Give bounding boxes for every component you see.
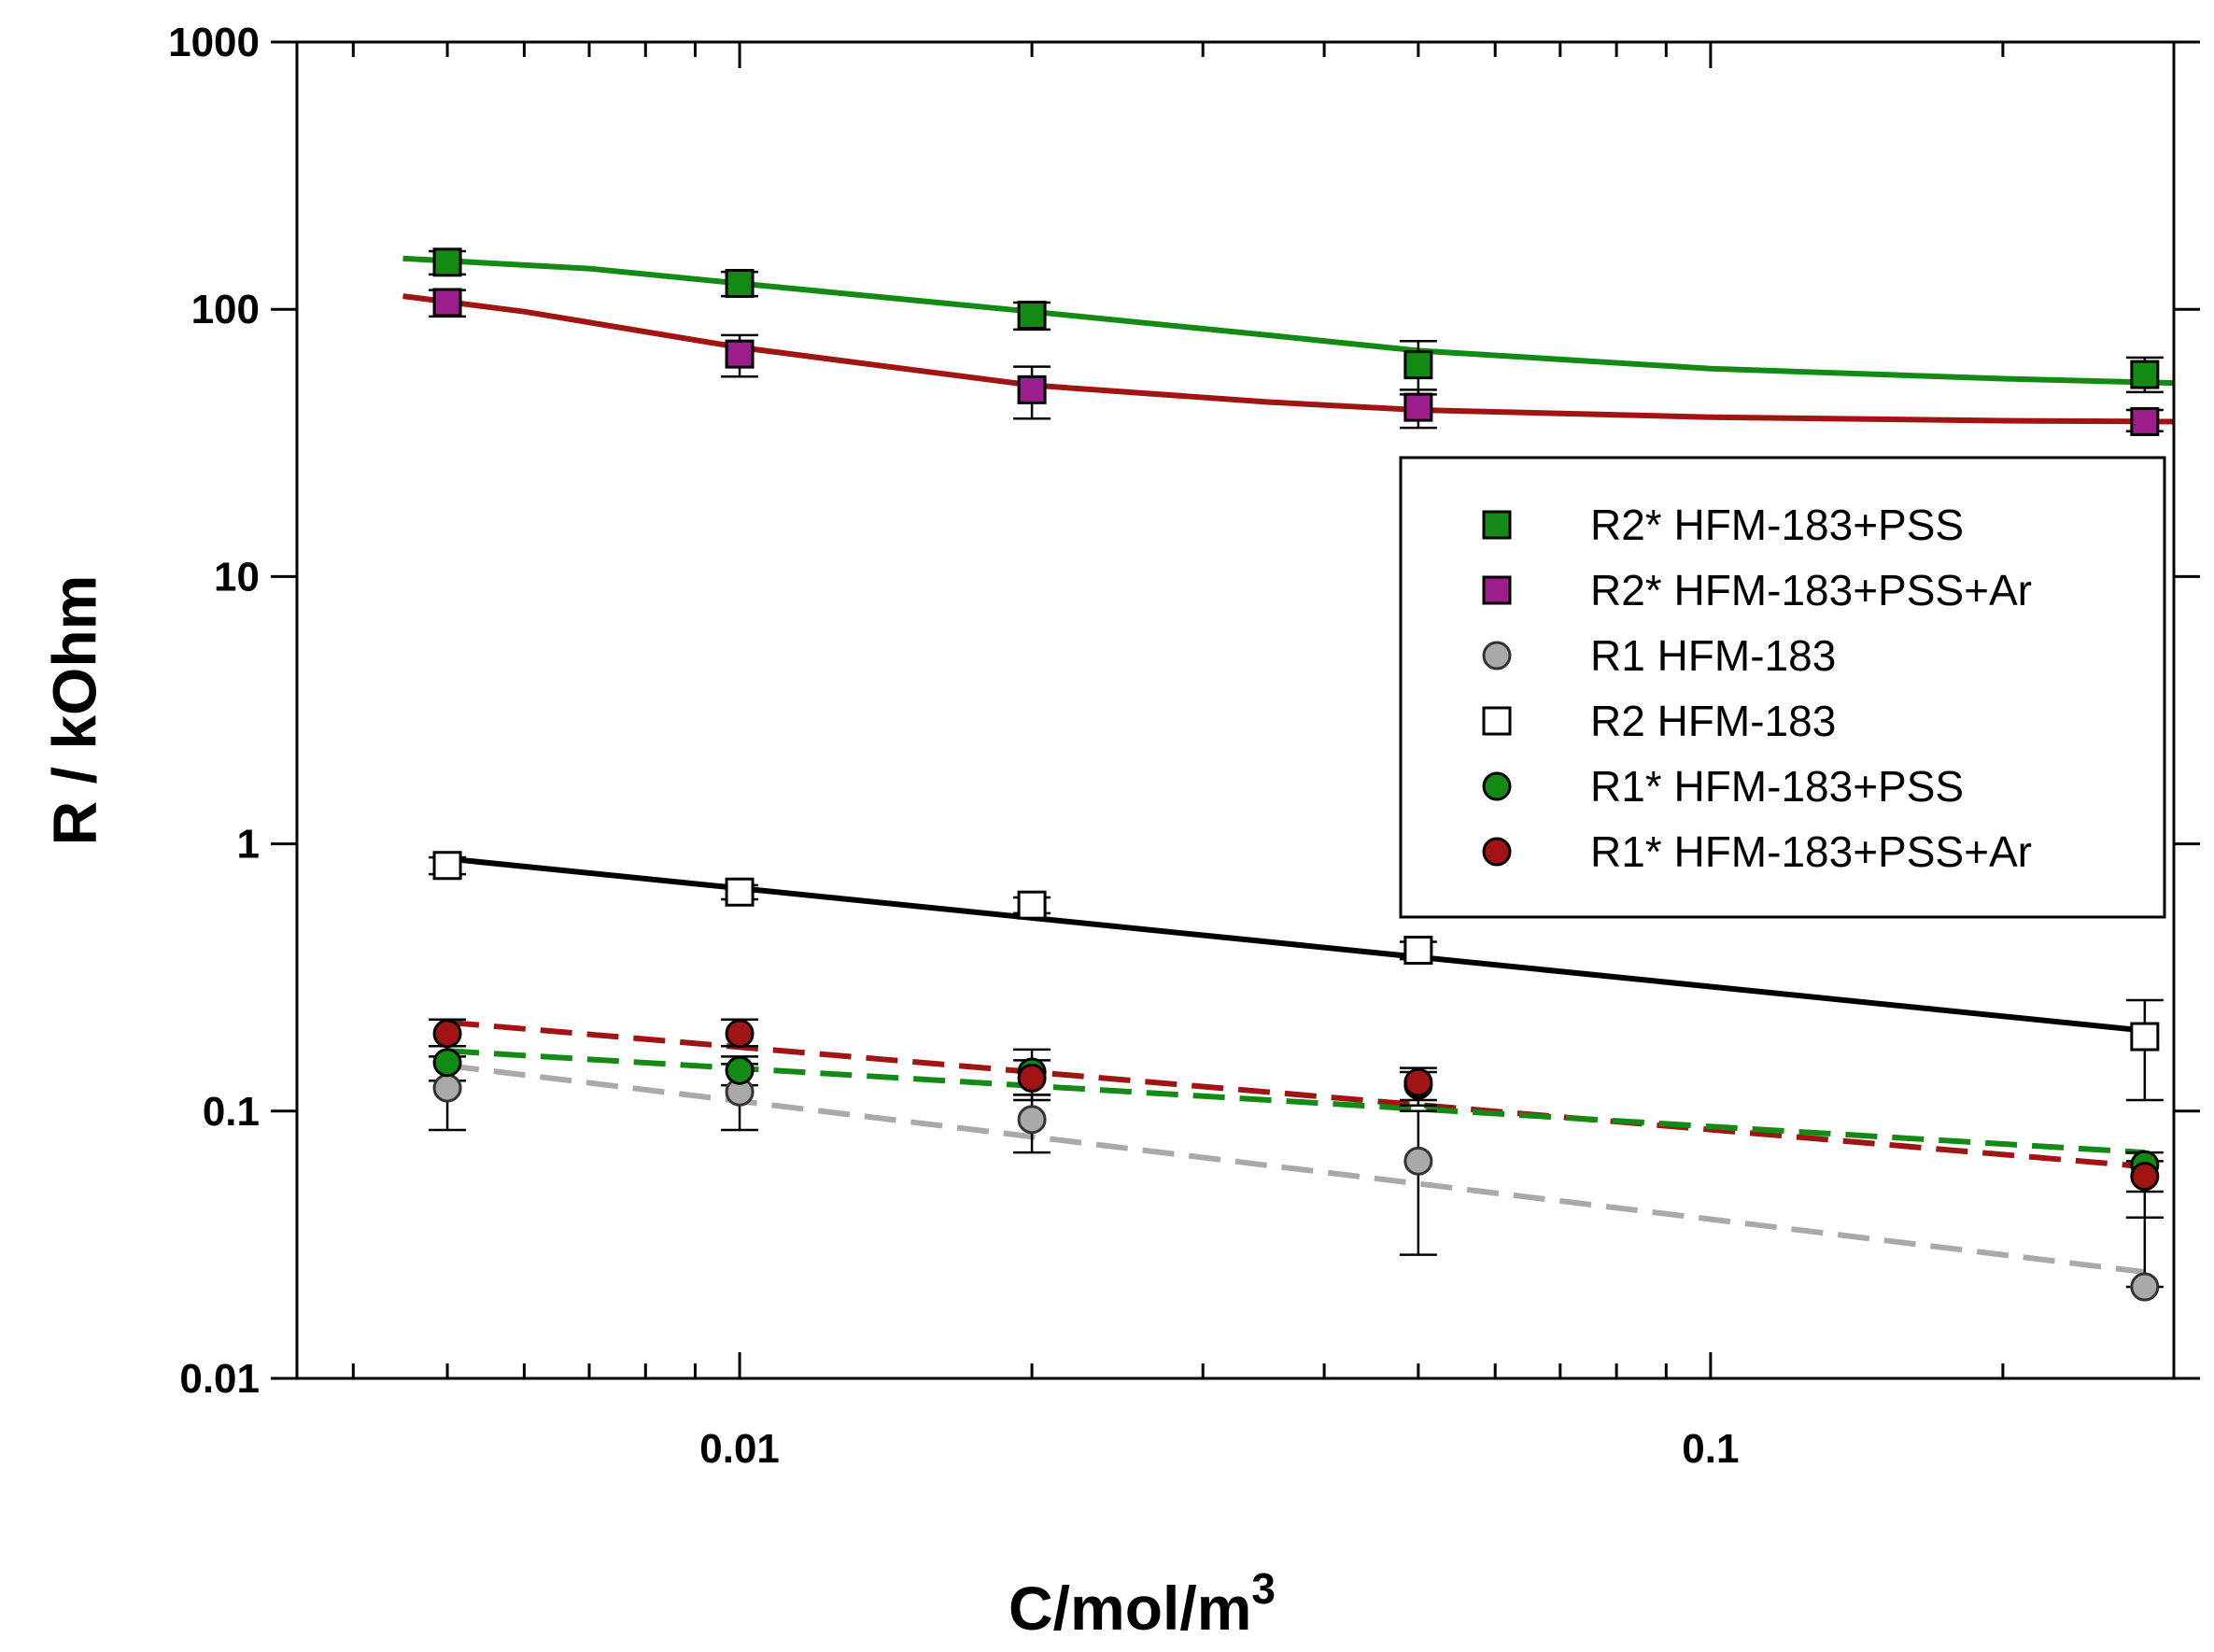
legend-marker bbox=[1482, 837, 1512, 867]
point-r2-hfm-183-pss-ar bbox=[725, 339, 754, 369]
legend-item-r1-hfm-183-pss-ar: R1* HFM-183+PSS+Ar bbox=[1482, 827, 2032, 876]
point-r1-hfm-183-pss-ar bbox=[725, 1019, 754, 1049]
legend-marker bbox=[1482, 706, 1512, 736]
legend-item-r1-hfm-183-pss: R1* HFM-183+PSS bbox=[1482, 762, 1964, 811]
legend-label: R2* HFM-183+PSS+Ar bbox=[1590, 566, 2032, 614]
point-r2-hfm-183-pss bbox=[1403, 350, 1433, 380]
point-r2-hfm-183-pss-ar bbox=[2130, 406, 2160, 436]
legend-items: R2* HFM-183+PSS R2* HFM-183+PSS+Ar R1 HFM-… bbox=[1482, 501, 2032, 876]
x-axis-title: C/mol/m3 bbox=[1008, 1564, 1276, 1643]
point-r2-hfm-183 bbox=[1403, 935, 1433, 965]
x-axis-title-text: C/mol/m bbox=[1008, 1574, 1251, 1643]
fit-line-r1-hfm-183-pss-fit bbox=[446, 1048, 2145, 1156]
legend-label: R2* HFM-183+PSS bbox=[1590, 501, 1964, 549]
point-r1-hfm-183-pss-ar bbox=[1403, 1067, 1433, 1097]
y-tick-label: 1000 bbox=[168, 20, 260, 65]
point-r1-hfm-183-pss bbox=[432, 1048, 462, 1078]
point-r1-hfm-183 bbox=[2130, 1272, 2160, 1302]
point-r1-hfm-183-pss-ar bbox=[2130, 1162, 2160, 1192]
y-tick-label: 10 bbox=[214, 554, 260, 600]
legend-marker bbox=[1482, 641, 1512, 671]
point-r2-hfm-183 bbox=[1017, 890, 1047, 920]
tick-labels: 0.01 0.1 0.01 0.1 1 10 100 1000 bbox=[168, 20, 1739, 1472]
legend-marker bbox=[1482, 575, 1512, 605]
x-axis-title-superscript: 3 bbox=[1251, 1564, 1276, 1613]
data-points bbox=[432, 247, 2160, 1302]
y-tick-label: 0.1 bbox=[203, 1089, 260, 1135]
error-bar-r1-hfm-183 bbox=[1399, 1109, 1437, 1256]
legend-label: R1* HFM-183+PSS bbox=[1590, 762, 1964, 811]
legend-box bbox=[1399, 456, 2166, 919]
y-tick-label: 100 bbox=[191, 287, 260, 332]
legend-marker bbox=[1482, 771, 1512, 801]
y-tick-label: 0.01 bbox=[179, 1356, 260, 1402]
axis-ticks bbox=[271, 40, 2200, 1380]
point-r2-hfm-183 bbox=[432, 851, 462, 881]
legend-item-r2-hfm-183: R2 HFM-183 bbox=[1482, 697, 1836, 745]
legend-label: R1* HFM-183+PSS+Ar bbox=[1590, 827, 2032, 876]
point-r1-hfm-183 bbox=[1403, 1146, 1433, 1176]
point-r1-hfm-183 bbox=[432, 1073, 462, 1103]
point-r1-hfm-183-pss-ar bbox=[432, 1019, 462, 1049]
point-r2-hfm-183-pss-ar bbox=[1403, 392, 1433, 422]
y-axis-title: R / kOhm bbox=[39, 575, 108, 846]
point-r2-hfm-183-pss bbox=[1017, 301, 1047, 331]
point-r1-hfm-183-pss bbox=[725, 1055, 754, 1085]
y-tick-label: 1 bbox=[237, 822, 260, 868]
plot-frame bbox=[295, 40, 2176, 1380]
point-r1-hfm-183-pss-ar bbox=[1017, 1063, 1047, 1093]
fit-line-r2-hfm-183-pss-fit bbox=[402, 255, 2175, 387]
point-r2-hfm-183-pss-ar bbox=[1017, 374, 1047, 404]
legend-item-r2-hfm-183-pss: R2* HFM-183+PSS bbox=[1482, 501, 1964, 549]
point-r2-hfm-183 bbox=[2130, 1022, 2160, 1052]
point-r2-hfm-183-pss bbox=[432, 247, 462, 277]
fit-line-r2-hfm-183-pss-ar-fit bbox=[402, 293, 2175, 425]
point-r2-hfm-183-pss-ar bbox=[432, 288, 462, 318]
legend: R2* HFM-183+PSS R2* HFM-183+PSS+Ar R1 HFM-… bbox=[1399, 456, 2166, 919]
legend-marker bbox=[1482, 510, 1512, 540]
point-r2-hfm-183 bbox=[725, 877, 754, 907]
x-tick-label: 0.1 bbox=[1682, 1426, 1739, 1472]
point-r2-hfm-183-pss bbox=[725, 268, 754, 298]
point-r2-hfm-183-pss bbox=[2130, 360, 2160, 389]
legend-item-r2-hfm-183-pss-ar: R2* HFM-183+PSS+Ar bbox=[1482, 566, 2032, 614]
legend-item-r1-hfm-183: R1 HFM-183 bbox=[1482, 631, 1836, 680]
point-r1-hfm-183 bbox=[1017, 1105, 1047, 1135]
legend-label: R2 HFM-183 bbox=[1590, 697, 1836, 745]
x-tick-label: 0.01 bbox=[699, 1426, 780, 1472]
legend-label: R1 HFM-183 bbox=[1590, 631, 1836, 680]
